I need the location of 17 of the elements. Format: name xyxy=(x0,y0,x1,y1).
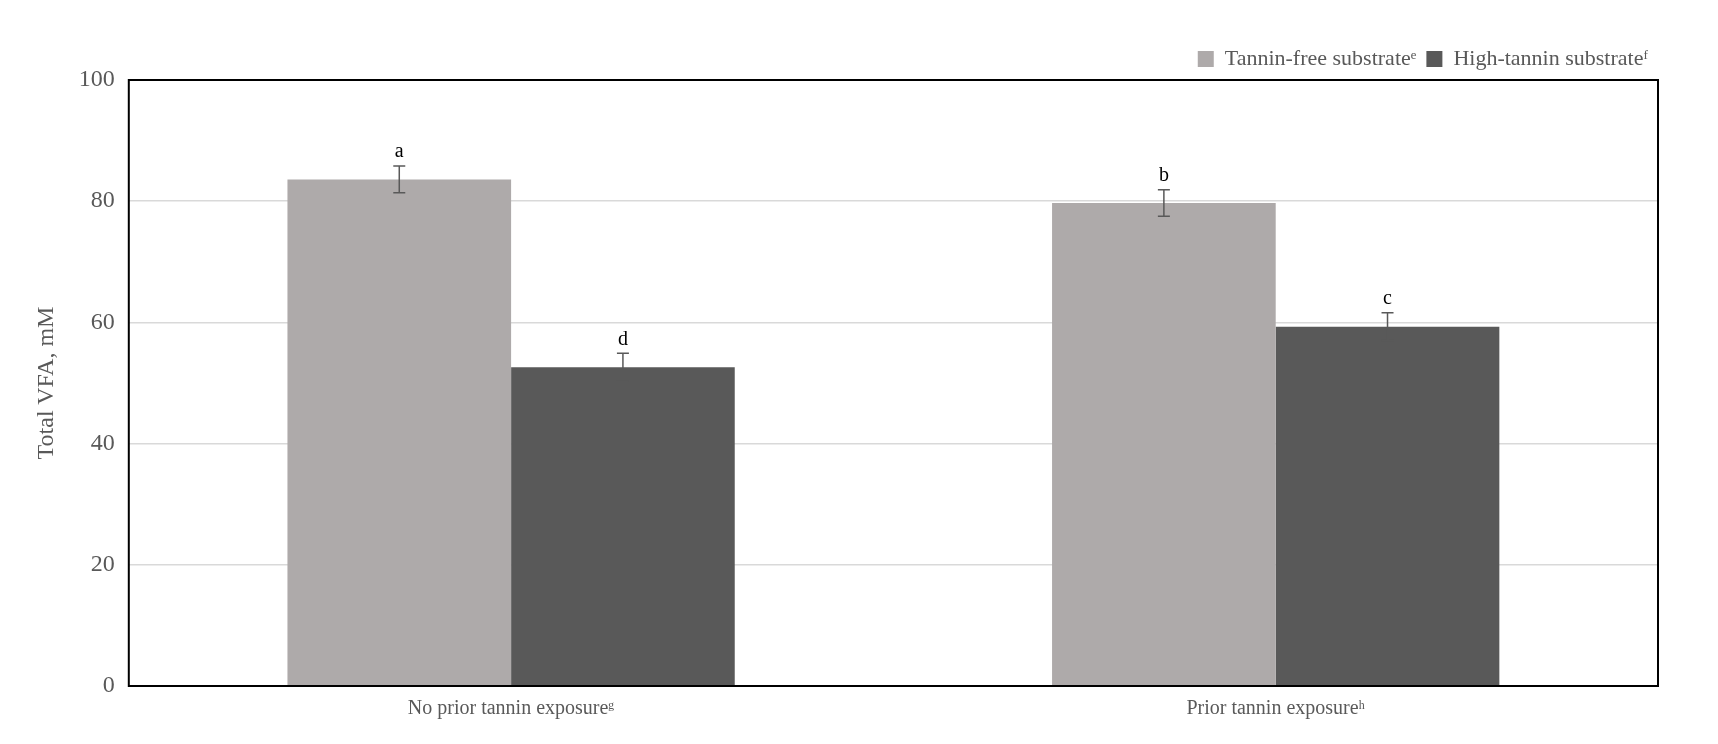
y-tick-label: 60 xyxy=(90,307,115,334)
annotation: d xyxy=(617,326,628,349)
x-tick-label: Prior tannin exposureʰ xyxy=(1186,696,1366,720)
y-tick-label: 100 xyxy=(78,65,115,92)
y-tick-label: 0 xyxy=(102,671,115,698)
x-tick-label: No prior tannin exposureᵍ xyxy=(407,696,615,720)
y-tick-label: 40 xyxy=(90,428,115,455)
annotation: a xyxy=(394,139,404,162)
y-tick-label: 80 xyxy=(90,186,115,213)
y-axis-title: Total VFA, mM xyxy=(31,306,58,460)
y-tick-label: 20 xyxy=(90,550,115,577)
annotation: c xyxy=(1383,285,1393,308)
legend-label: Tannin-free substrateᵉ xyxy=(1224,44,1417,70)
bar xyxy=(1052,203,1276,686)
bar xyxy=(287,179,512,686)
legend-label: High-tannin substrateᶠ xyxy=(1453,44,1649,70)
annotation: b xyxy=(1158,162,1169,185)
